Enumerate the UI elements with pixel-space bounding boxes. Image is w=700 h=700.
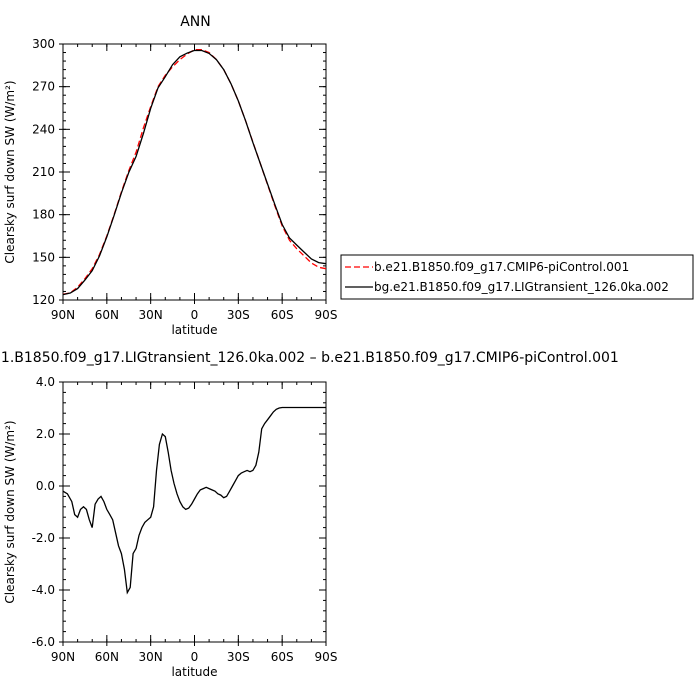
x-tick-label: 90S xyxy=(315,650,338,664)
y-tick-label: 270 xyxy=(32,80,55,94)
y-tick-label: -6.0 xyxy=(32,635,55,649)
x-tick-label: 90N xyxy=(51,308,75,322)
y-tick-label: 180 xyxy=(32,208,55,222)
series-line-1 xyxy=(62,49,327,296)
x-tick-label: 60S xyxy=(271,650,294,664)
x-tick-label: 30S xyxy=(227,650,250,664)
top-panel: 90N 60N 30N 0 30S 60S 90S 120 150 180 210 240 270 300… xyxy=(3,14,694,337)
x-tick-label: 30N xyxy=(139,650,163,664)
plot-frame xyxy=(62,381,327,643)
x-axis-label: latitude xyxy=(171,665,217,679)
chart-title: ANN xyxy=(180,14,211,30)
x-tick-label: 90N xyxy=(51,650,75,664)
legend-box xyxy=(340,254,694,300)
x-tick-label: 0 xyxy=(191,308,199,322)
y-tick-label: 210 xyxy=(32,165,55,179)
y-tick-label: 0.0 xyxy=(36,479,55,493)
x-tick-label: 90S xyxy=(315,308,338,322)
x-tick-label: 30N xyxy=(139,308,163,322)
plot-frame xyxy=(62,43,327,301)
x-tick-label: 60N xyxy=(95,650,119,664)
x-axis-label: latitude xyxy=(171,323,217,337)
y-tick-label: 150 xyxy=(32,250,55,264)
y-axis-label: Clearsky surf down SW (W/m²) xyxy=(3,420,17,603)
series-line-0 xyxy=(62,49,327,295)
y-tick-label: 240 xyxy=(32,122,55,136)
y-tick-label: -4.0 xyxy=(32,583,55,597)
y-axis-label: Clearsky surf down SW (W/m²) xyxy=(3,80,17,263)
series-line-0 xyxy=(62,406,326,595)
y-tick-label: 2.0 xyxy=(36,427,55,441)
x-tick-label: 30S xyxy=(227,308,250,322)
legend-label-0: b.e21.B1850.f09_g17.CMIP6-piControl.001 xyxy=(374,260,629,274)
chart-title: bg.e21.B1850.f09_g17.LIGtransient_126.0k… xyxy=(0,350,619,366)
bottom-panel: 90N 60N 30N 0 30S 60S 90S 4.0 2.0 0.0 -2.0 -4.0 -6.0… xyxy=(0,350,619,679)
x-tick-label: 0 xyxy=(191,650,199,664)
y-tick-label: 300 xyxy=(32,37,55,51)
y-tick-label: 4.0 xyxy=(36,375,55,389)
y-tick-label: -2.0 xyxy=(32,531,55,545)
legend-label-1: bg.e21.B1850.f09_g17.LIGtransient_126.0k… xyxy=(374,280,669,294)
x-tick-label: 60S xyxy=(271,308,294,322)
y-tick-label: 120 xyxy=(32,293,55,307)
x-tick-label: 60N xyxy=(95,308,119,322)
